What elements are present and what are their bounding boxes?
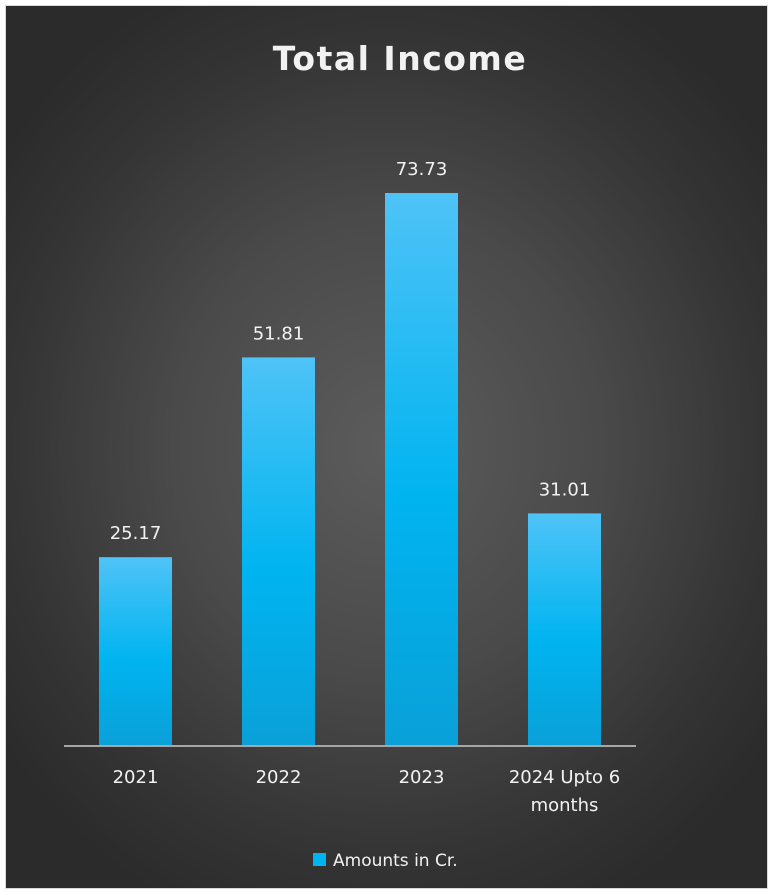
chart-area: Total Income 2021 2022 2023 2024 Upto 6 mont… <box>5 5 768 889</box>
data-label: 51.81 <box>253 323 305 344</box>
bars-group <box>99 193 601 746</box>
data-labels: 25.17 51.81 73.73 31.01 <box>110 159 591 544</box>
bar-2021 <box>99 557 172 746</box>
legend-swatch <box>313 853 326 866</box>
x-tick-label: 2023 <box>399 767 445 788</box>
data-label: 31.01 <box>539 479 591 500</box>
x-tick-label: 2024 Upto 6 months <box>509 767 620 816</box>
data-label: 73.73 <box>396 159 448 180</box>
legend-label: Amounts in Cr. <box>333 851 458 871</box>
x-tick-labels: 2021 2022 2023 2024 Upto 6 months <box>113 767 621 816</box>
bar-2024-upto-6-months <box>528 513 601 746</box>
x-tick-label: 2022 <box>256 767 302 788</box>
x-tick-label: 2021 <box>113 767 159 788</box>
bar-chart: Total Income 2021 2022 2023 2024 Upto 6 mont… <box>64 39 636 871</box>
data-label: 25.17 <box>110 523 162 544</box>
bar-2023 <box>385 193 458 746</box>
legend: Amounts in Cr. <box>313 851 458 871</box>
bar-2022 <box>242 357 315 746</box>
chart-title: Total Income <box>273 39 527 78</box>
